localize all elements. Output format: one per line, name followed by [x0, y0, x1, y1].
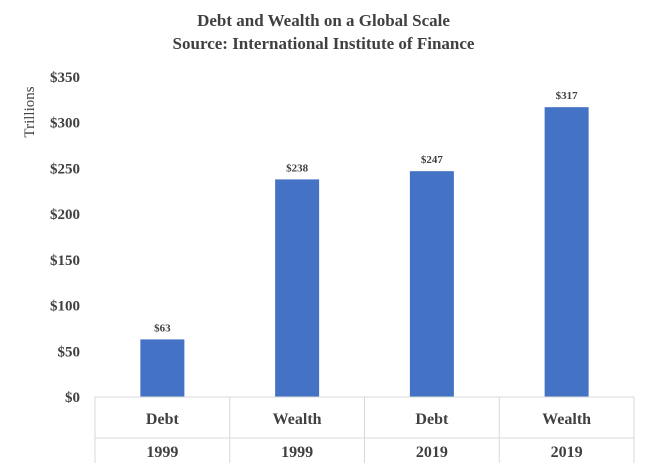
y-tick-label: $200 [50, 207, 80, 223]
y-tick-label: $300 [50, 116, 80, 132]
bar [140, 339, 185, 397]
chart-subtitle: Source: International Institute of Finan… [172, 34, 475, 53]
bar [409, 171, 454, 397]
y-tick-label: $150 [50, 253, 80, 269]
chart-title: Debt and Wealth on a Global Scale [197, 11, 450, 30]
category-label: Wealth [542, 411, 591, 428]
data-label: $238 [286, 162, 309, 174]
y-tick-label: $0 [65, 390, 80, 406]
y-tick-label: $50 [58, 344, 81, 360]
category-label: Debt [415, 411, 449, 428]
data-label: $317 [556, 90, 579, 102]
chart-title-block: Debt and Wealth on a Global Scale Source… [0, 9, 647, 55]
bar [275, 179, 320, 397]
category-group-label: 2019 [416, 444, 448, 461]
y-axis-label: Trillions [22, 86, 38, 137]
data-label: $63 [154, 322, 171, 334]
category-group-label: 1999 [281, 444, 313, 461]
category-label: Wealth [273, 411, 322, 428]
category-group-label: 2019 [551, 444, 583, 461]
category-label: Debt [146, 411, 180, 428]
y-tick-label: $100 [50, 299, 80, 315]
data-label: $247 [421, 154, 444, 166]
bar [544, 107, 589, 398]
y-tick-label: $250 [50, 161, 80, 177]
category-group-label: 1999 [146, 444, 178, 461]
y-tick-label: $350 [50, 70, 80, 86]
